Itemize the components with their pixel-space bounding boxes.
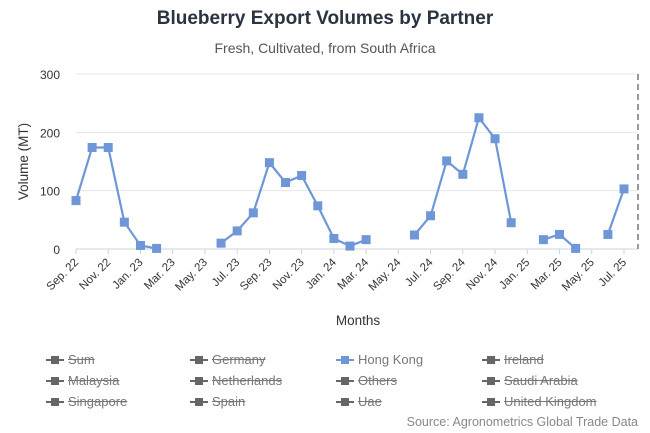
legend-label: Netherlands <box>212 373 283 388</box>
data-point <box>87 143 97 152</box>
legend-label: Others <box>358 373 398 388</box>
series-line-hong-kong <box>74 146 157 250</box>
legend-symbol-icon <box>46 355 64 365</box>
legend-label: Hong Kong <box>358 352 424 367</box>
data-point <box>216 238 226 248</box>
data-point <box>103 143 113 152</box>
legend-symbol-icon <box>46 376 64 386</box>
data-point <box>248 208 258 218</box>
y-tick-label: 200 <box>40 126 60 140</box>
x-tick-label: Sep. 22 <box>45 257 82 294</box>
legend-item-saudi-arabia[interactable]: Saudi Arabia <box>482 373 578 388</box>
legend-label: Germany <box>212 352 266 367</box>
y-tick-label: 300 <box>40 68 60 82</box>
legend-item-germany[interactable]: Germany <box>190 352 265 367</box>
data-point <box>297 171 307 180</box>
legend-symbol-icon <box>482 355 500 365</box>
legend-label: United Kingdom <box>504 394 597 409</box>
data-point <box>135 241 145 250</box>
data-point <box>506 218 516 228</box>
legend-item-united-kingdom[interactable]: United Kingdom <box>482 394 597 409</box>
data-point <box>474 113 484 123</box>
source-note: Source: Agronometrics Global Trade Data <box>406 415 638 429</box>
x-axis-title: Months <box>336 313 381 328</box>
x-tick-label: May. 24 <box>367 256 404 293</box>
data-point <box>409 230 419 240</box>
x-tick-label: Jan. 23 <box>110 257 145 292</box>
legend-item-uae[interactable]: Uae <box>336 394 382 409</box>
data-point <box>458 169 468 179</box>
data-point <box>490 134 500 144</box>
legend-label: Uae <box>358 394 382 409</box>
legend-symbol-icon <box>190 376 208 386</box>
y-tick-label: 0 <box>53 243 60 257</box>
x-tick-label: Sep. 24 <box>431 256 468 293</box>
x-tick-label: Jul. 25 <box>597 257 629 289</box>
series-line-hong-kong <box>606 188 626 235</box>
legend-label: Saudi Arabia <box>504 373 578 388</box>
x-tick-label: Mar. 24 <box>336 256 372 292</box>
legend-symbol-icon <box>46 397 64 407</box>
data-point <box>555 229 565 239</box>
legend-item-sum[interactable]: Sum <box>46 352 95 367</box>
legend-item-ireland[interactable]: Ireland <box>482 352 544 367</box>
x-tick-label: Nov. 23 <box>271 257 307 293</box>
data-point <box>71 196 81 206</box>
y-tick-label: 100 <box>40 185 60 199</box>
x-tick-label: Mar. 23 <box>142 257 178 293</box>
x-tick-label: Mar. 25 <box>529 257 565 293</box>
x-tick-label: Sep. 23 <box>238 257 275 294</box>
legend-symbol-icon <box>190 355 208 365</box>
data-point <box>619 184 629 194</box>
legend-label: Singapore <box>68 394 128 409</box>
data-point <box>119 217 129 227</box>
data-point <box>152 243 162 253</box>
legend-symbol-icon <box>336 397 354 407</box>
legend-symbol-icon <box>482 397 500 407</box>
x-tick-label: Jan. 25 <box>497 257 532 292</box>
data-point <box>329 234 339 243</box>
legend-symbol-icon <box>190 397 208 407</box>
series-line-hong-kong <box>220 160 367 248</box>
chart-title: Blueberry Export Volumes by Partner <box>156 8 494 29</box>
x-tick-label: Nov. 24 <box>464 256 500 292</box>
chart-legend: Sum Germany Hong Kong Ireland Malaysia Nether… <box>0 350 650 410</box>
legend-item-malaysia[interactable]: Malaysia <box>46 373 119 388</box>
legend-label: Ireland <box>504 352 544 367</box>
legend-symbol-icon <box>482 376 500 386</box>
legend-symbol-icon <box>336 376 354 386</box>
data-point <box>281 178 291 187</box>
x-tick-label: Jan. 24 <box>304 256 340 292</box>
data-point <box>345 241 355 251</box>
legend-item-others[interactable]: Others <box>336 373 397 388</box>
y-axis-title: Volume (MT) <box>16 123 31 200</box>
data-point <box>571 243 581 253</box>
legend-label: Sum <box>68 352 95 367</box>
chart-subtitle: Fresh, Cultivated, from South Africa <box>214 40 436 56</box>
legend-label: Malaysia <box>68 373 120 388</box>
x-tick-label: Nov. 22 <box>77 257 113 293</box>
legend-item-netherlands[interactable]: Netherlands <box>190 373 282 388</box>
legend-item-singapore[interactable]: Singapore <box>46 394 127 409</box>
data-point <box>426 211 436 221</box>
data-point <box>361 235 371 245</box>
legend-symbol-icon <box>336 355 354 365</box>
x-tick-label: May. 23 <box>173 257 210 294</box>
legend-item-spain[interactable]: Spain <box>190 394 245 409</box>
data-point <box>313 201 323 211</box>
data-point <box>264 158 274 168</box>
data-point <box>538 235 548 245</box>
x-tick-label: May. 25 <box>560 257 597 294</box>
data-point <box>442 156 452 166</box>
legend-item-hong-kong[interactable]: Hong Kong <box>336 352 423 367</box>
data-point <box>232 226 242 236</box>
data-point <box>603 229 613 239</box>
legend-label: Spain <box>212 394 246 409</box>
